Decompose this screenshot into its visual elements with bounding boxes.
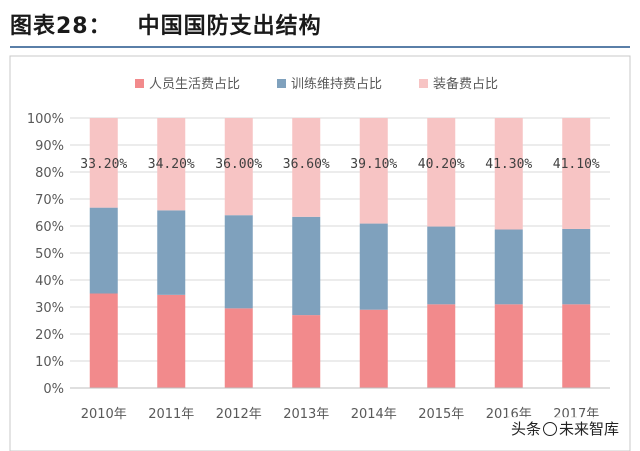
data-label-4: 39.10% (350, 157, 397, 172)
bar-1-series-1 (157, 210, 186, 295)
bars (89, 118, 591, 388)
bar-5-series-1 (427, 226, 456, 305)
legend-swatch-2 (419, 79, 428, 88)
data-label-6: 41.30% (485, 157, 532, 172)
data-label-7: 41.10% (553, 157, 600, 172)
bar-7-series-0 (562, 304, 591, 388)
x-axis: 2010年 2011年 2012年 2013年 2014年 2015年 2016年 2017年 (70, 387, 610, 422)
watermark-platform: 头条 (511, 420, 542, 438)
bar-1-series-2 (157, 118, 186, 211)
y-tick-label-8: 80% (35, 166, 64, 181)
title-rule (10, 46, 630, 48)
y-tick-label-4: 40% (35, 274, 64, 289)
bar-4-series-2 (359, 118, 388, 224)
bar-3-series-1 (292, 216, 321, 316)
legend-label-2: 装备费占比 (433, 76, 498, 92)
data-label-5: 40.20% (418, 157, 465, 172)
figure-title: 图表28： 中国国防支出结构 (10, 8, 322, 40)
bar-4-series-1 (359, 223, 388, 310)
y-tick-label-7: 70% (35, 193, 64, 208)
legend: 人员生活费占比 训练维持费占比 装备费占比 (135, 76, 498, 92)
y-tick-label-1: 10% (35, 355, 64, 370)
legend-label-0: 人员生活费占比 (149, 77, 240, 92)
legend-swatch-0 (135, 79, 144, 88)
bar-1-series-0 (157, 294, 186, 388)
bar-5-series-2 (427, 118, 456, 227)
figure-number: 图表28： (10, 14, 112, 39)
bar-0-series-2 (89, 118, 118, 208)
x-tick-label-2: 2012年 (216, 407, 262, 422)
bar-2-series-0 (224, 308, 253, 388)
y-axis: 0% 10% 20% 30% 40% 50% 60% 70% 80% 90% 100% (27, 112, 64, 397)
figure-title-text: 中国国防支出结构 (137, 14, 322, 39)
x-tick-label-3: 2013年 (283, 407, 329, 422)
y-tick-label-10: 100% (27, 112, 64, 127)
bar-2-series-1 (224, 215, 253, 309)
legend-swatch-1 (277, 79, 286, 88)
bar-4-series-0 (359, 309, 388, 388)
bar-6-series-0 (494, 304, 523, 388)
data-label-2: 36.00% (215, 157, 262, 172)
bar-3-series-2 (292, 118, 321, 217)
x-tick-label-1: 2011年 (148, 407, 194, 422)
data-labels: 33.20% 34.20% 36.00% 36.60% 39.10% 40.20% 41.3… (80, 157, 600, 172)
y-tick-label-0: 0% (43, 382, 64, 397)
watermark: 头条 未来智库 (505, 417, 626, 440)
y-tick-label-9: 90% (35, 139, 64, 154)
bar-0-series-0 (89, 293, 118, 388)
data-label-3: 36.60% (283, 157, 330, 172)
stacked-bar-chart: 人员生活费占比 训练维持费占比 装备费占比 0% 10% 20% 30% 40% 50% 60%… (9, 55, 631, 451)
bar-0-series-1 (89, 207, 118, 294)
y-tick-label-2: 20% (35, 328, 64, 343)
data-label-0: 33.20% (80, 157, 127, 172)
y-tick-label-3: 30% (35, 301, 64, 316)
x-tick-label-0: 2010年 (81, 407, 127, 422)
bar-7-series-1 (562, 228, 591, 305)
bar-6-series-2 (494, 118, 523, 230)
watermark-logo-icon (543, 422, 558, 436)
legend-label-1: 训练维持费占比 (291, 77, 382, 92)
x-tick-label-5: 2015年 (418, 407, 464, 422)
x-tick-label-4: 2014年 (351, 407, 397, 422)
bar-2-series-2 (224, 118, 253, 216)
y-tick-label-5: 50% (35, 247, 64, 262)
watermark-account: 未来智库 (559, 420, 620, 438)
bar-7-series-2 (562, 118, 591, 229)
y-tick-label-6: 60% (35, 220, 64, 235)
bar-6-series-1 (494, 229, 523, 305)
data-label-1: 34.20% (148, 157, 195, 172)
bar-3-series-0 (292, 315, 321, 388)
bar-5-series-0 (427, 304, 456, 388)
